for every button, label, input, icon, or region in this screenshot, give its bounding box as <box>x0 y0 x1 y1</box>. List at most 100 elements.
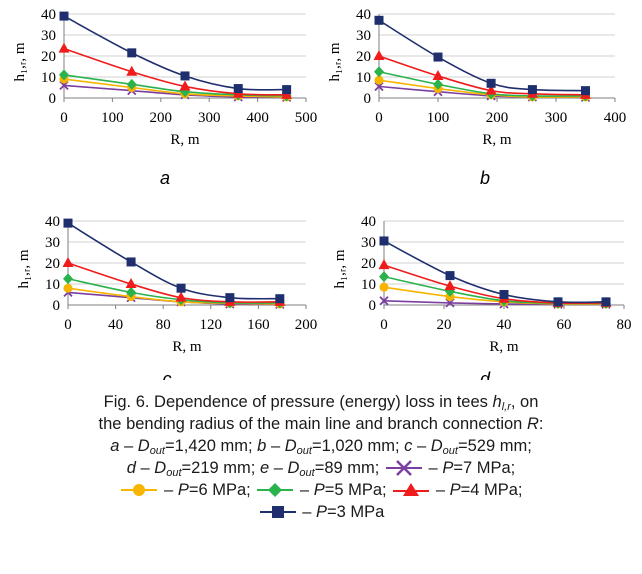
series-p-3-mpa <box>379 236 611 307</box>
caption-line-2: the bending radius of the main line and … <box>98 415 544 433</box>
data-point <box>379 271 389 283</box>
y-tick-label: 30 <box>356 28 371 44</box>
data-point-stroke <box>374 81 384 92</box>
y-tick-label: 10 <box>41 70 56 86</box>
caption-line-6: – P=3 MPa <box>10 501 632 523</box>
series-p-3-mpa <box>374 15 590 96</box>
data-point <box>126 286 137 298</box>
data-point <box>59 69 69 81</box>
data-point <box>499 290 509 299</box>
data-point <box>374 81 384 92</box>
data-point <box>63 273 73 285</box>
data-point <box>581 86 590 96</box>
data-point <box>445 298 455 308</box>
data-point <box>126 65 138 76</box>
x-axis-label: R, m <box>489 339 519 355</box>
data-point <box>433 52 443 62</box>
y-tick-label: 40 <box>361 214 376 230</box>
series-p-3-mpa <box>63 218 285 304</box>
x-tick-label: 120 <box>200 317 223 333</box>
data-point <box>127 48 137 58</box>
data-point <box>176 283 186 293</box>
legend-marker-diamond-icon <box>257 483 294 497</box>
data-point <box>374 75 384 85</box>
x-tick-label: 80 <box>156 317 171 333</box>
y-axis-label: h₁,ᵣ, m <box>16 249 32 288</box>
series-p-4-mpa <box>373 50 591 99</box>
data-point <box>601 297 611 307</box>
data-point <box>59 11 69 21</box>
data-point <box>126 257 136 267</box>
data-point <box>282 85 292 95</box>
series-line <box>383 275 607 305</box>
x-tick-label: 40 <box>497 317 512 333</box>
x-tick-label: 0 <box>60 110 68 126</box>
data-point <box>445 271 455 281</box>
y-tick-label: 30 <box>361 235 376 251</box>
x-tick-label: 0 <box>375 110 383 126</box>
data-point <box>125 278 137 288</box>
series-p-5-mpa <box>63 273 285 309</box>
caption-line-5: – P=6 MPa; – P=5 MPa; – P=4 MPa; <box>10 479 632 501</box>
data-point <box>62 257 74 267</box>
x-tick-label: 160 <box>247 317 270 333</box>
x-tick-label: 400 <box>246 110 269 126</box>
data-point <box>444 280 456 291</box>
chart-d: 0 10 20 30 40 0 20 40 60 80 R, m h₁,ᵣ, m d <box>332 214 632 380</box>
data-point <box>373 50 385 60</box>
panel-label-b: b <box>480 168 490 188</box>
x-tick-label: 300 <box>545 110 568 126</box>
legend-marker-square-icon <box>259 506 296 518</box>
data-point <box>374 15 384 25</box>
data-point <box>553 297 563 307</box>
data-point <box>485 84 497 95</box>
x-axis-label: R, m <box>482 132 512 148</box>
x-tick-label: 80 <box>617 317 632 333</box>
x-tick-label: 100 <box>427 110 450 126</box>
caption-line-3: a – Dout=1,420 mm; b – Dout=1,020 mm; c … <box>110 437 532 457</box>
y-tick-label: 10 <box>361 277 376 293</box>
chart-c: 0 10 20 30 40 0 40 80 120 160 200 R, m h₁,ᵣ, m c <box>16 214 317 380</box>
caption-line-4: d – Dout=219 mm; e – Dout=89 mm; – P=7 M… <box>126 459 516 479</box>
x-tick-label: 20 <box>437 317 452 333</box>
data-point <box>433 78 443 90</box>
y-tick-label: 20 <box>41 49 56 65</box>
caption-fig-number: Fig. 6. <box>103 393 150 411</box>
x-axis-label: R, m <box>172 339 202 355</box>
series-line <box>67 222 280 300</box>
legend-marker-x-icon <box>385 460 422 476</box>
panel-label-c: c <box>163 369 172 380</box>
x-tick-label: 60 <box>557 317 572 333</box>
panel-label-a: a <box>160 168 170 188</box>
series-p-3-mpa <box>59 11 292 95</box>
caption-line-1: Fig. 6. Dependence of pressure (energy) … <box>103 393 539 413</box>
data-point <box>374 66 384 78</box>
y-tick-label: 10 <box>45 277 60 293</box>
y-tick-label: 20 <box>356 49 371 65</box>
data-point <box>180 71 190 81</box>
data-point <box>379 236 389 246</box>
series-line <box>378 19 586 92</box>
x-tick-label: 100 <box>101 110 124 126</box>
data-point <box>527 85 537 95</box>
x-tick-label: 200 <box>150 110 173 126</box>
x-tick-label: 200 <box>486 110 509 126</box>
y-tick-label: 40 <box>45 214 60 230</box>
data-point <box>378 259 390 270</box>
y-tick-label: 30 <box>45 235 60 251</box>
series-line <box>383 240 607 304</box>
x-tick-label: 200 <box>295 317 318 333</box>
y-tick-label: 40 <box>41 7 56 23</box>
data-point <box>233 84 243 94</box>
data-point-stroke <box>379 296 389 306</box>
x-tick-label: 0 <box>380 317 388 333</box>
y-axis-label: h₁,ᵣ, m <box>327 42 343 81</box>
legend-marker-circle-icon <box>121 484 158 496</box>
data-point <box>63 218 73 228</box>
y-tick-label: 0 <box>49 91 57 107</box>
y-axis-label: h₁,ᵣ, m <box>332 249 348 288</box>
x-tick-label: 500 <box>295 110 318 126</box>
x-tick-label: 300 <box>198 110 221 126</box>
